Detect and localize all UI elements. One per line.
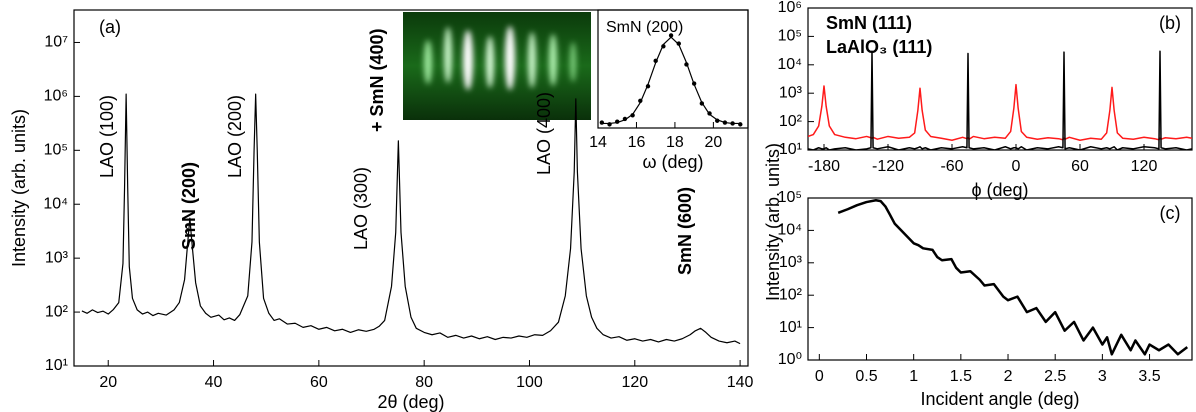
y-tick-label: 10⁴ [777,222,802,239]
y-tick-label: 10¹ [45,357,68,374]
panel-label: (c) [1160,203,1181,223]
inset-title: SmN (200) [606,19,683,36]
x-tick-label: 60 [310,374,328,391]
x-axis-title: ϕ (deg) [971,180,1028,200]
data-line [81,93,741,345]
plot-frame [807,7,1193,151]
x-axis-title: 2θ (deg) [377,392,444,412]
y-tick-label: 10³ [45,249,69,266]
y-axis-title: Intensity (arb. units) [9,109,29,267]
y-tick-label: 10¹ [779,319,802,336]
x-tick-label: 0 [1012,158,1021,175]
y-tick-label: 10² [779,286,803,303]
panel-label: (b) [1159,13,1181,33]
x-tick-label: -180 [808,158,840,175]
x-tick-label: 0.5 [855,368,877,385]
rheed-image [403,12,591,120]
y-tick-label: 10⁴ [777,56,802,73]
data-point [630,113,635,118]
data-point [738,122,743,127]
data-point [599,120,605,125]
x-tick-label: 20 [704,134,722,151]
data-line [601,36,741,125]
annotation: LAO (300) [351,167,371,250]
x-tick-label: 140 [727,374,754,391]
plot-frame [597,9,749,129]
annotation: SmN (600) [675,187,695,275]
y-tick-label: 10⁶ [44,88,68,105]
panel-label: (a) [99,17,121,37]
y-tick-label: 10⁵ [778,28,802,45]
x-axis-title: ω (deg) [642,152,703,172]
x-tick-label: 0 [815,368,824,385]
plot-frame [73,9,749,367]
x-tick-label: 18 [666,134,684,151]
series-group [81,93,741,345]
series-group [808,50,1192,150]
annotation: + SmN (400) [367,28,387,132]
y-tick-label: 10⁰ [778,351,802,368]
rheed-frame [403,12,591,120]
x-tick-label: 80 [415,374,433,391]
x-tick-label: 2.5 [1044,368,1066,385]
x-tick-label: -60 [940,158,963,175]
plot-frame [807,197,1193,361]
data-point [668,33,674,38]
y-tick-label: 10¹ [779,141,802,158]
annotation: LAO (100) [97,95,117,178]
data-line [808,50,1192,150]
x-tick-label: 1 [909,368,918,385]
x-tick-label: 2 [1004,368,1013,385]
y-tick-label: 10⁴ [43,195,68,212]
y-tick-label: 10² [779,113,803,130]
y-tick-label: 10³ [779,254,803,271]
annotation: SmN (200) [179,162,199,250]
series-group [599,33,743,127]
x-tick-label: 1.5 [950,368,972,385]
data-point [676,41,681,46]
data-line [808,83,1192,142]
x-tick-label: 3.5 [1138,368,1160,385]
x-tick-label: 60 [1071,158,1089,175]
y-tick-label: 10⁷ [44,34,68,51]
data-line [837,199,1189,356]
series-group [837,199,1189,356]
y-tick-label: 10³ [779,84,803,101]
x-tick-label: 40 [205,374,223,391]
x-tick-label: 120 [621,374,648,391]
x-tick-label: 14 [589,134,607,151]
x-tick-label: 3 [1098,368,1107,385]
x-tick-label: 120 [1131,158,1158,175]
x-axis-title: Incident angle (deg) [920,389,1079,409]
y-axis-title: Intensity (arb. units) [763,143,783,301]
x-tick-label: -120 [872,158,904,175]
annotation: LAO (400) [534,92,554,175]
legend-entry: SmN (111) [826,13,912,33]
y-tick-label: 10⁶ [778,0,802,16]
x-tick-label: 100 [516,374,543,391]
x-tick-label: 16 [628,134,646,151]
y-tick-label: 10⁵ [44,142,68,159]
annotation: LAO (200) [225,95,245,178]
y-tick-label: 10⁵ [778,189,802,206]
legend-entry: LaAlO₃ (111) [826,37,932,57]
y-tick-label: 10² [45,303,69,320]
x-tick-label: 20 [99,374,117,391]
rheed-streaks [424,26,576,90]
